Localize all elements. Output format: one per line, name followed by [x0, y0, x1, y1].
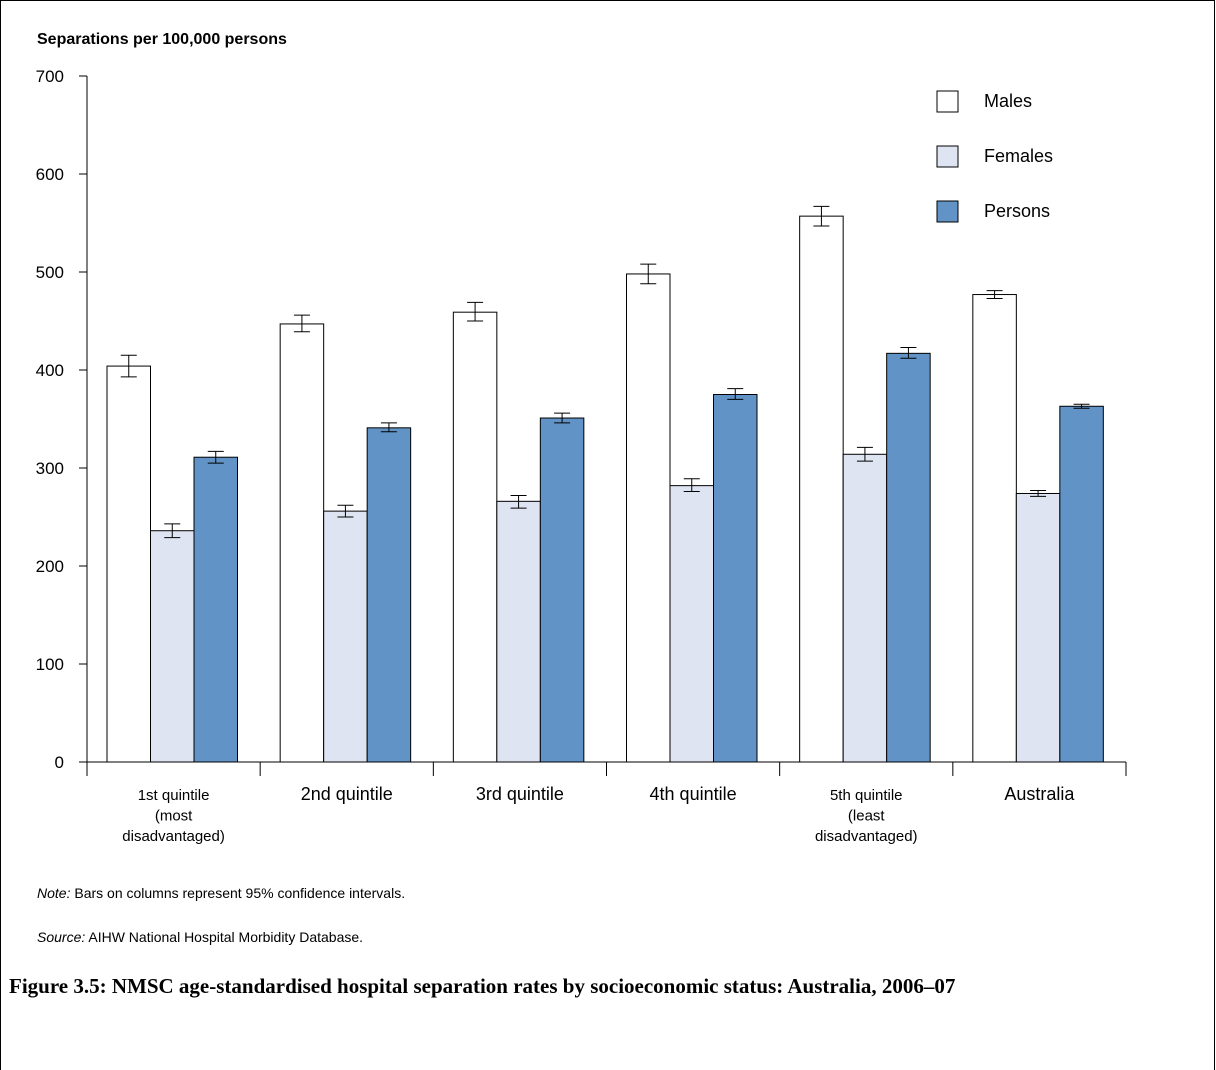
bar-persons: [886, 352, 931, 763]
chart-note: Note: Bars on columns represent 95% conf…: [37, 885, 405, 901]
bar-males: [452, 311, 498, 763]
bar-chart: Separations per 100,000 persons 0 100 200 3…: [36, 31, 1127, 845]
x-tick-label: 1st quintile (most disadvantaged): [122, 787, 225, 845]
y-axis-label: Separations per 100,000 persons: [37, 31, 287, 48]
bar-females: [1015, 492, 1061, 763]
bar-males: [799, 215, 844, 763]
bar-males: [279, 323, 325, 763]
bar-females: [496, 500, 541, 763]
legend-label-persons: Persons: [984, 201, 1050, 221]
x-tick-label: 2nd quintile: [301, 784, 393, 804]
bar-persons: [1059, 405, 1104, 763]
bar-males: [626, 273, 671, 763]
bar-females: [669, 485, 714, 763]
legend: Males Females Persons: [936, 90, 1053, 223]
legend-swatch-persons: [936, 200, 959, 223]
x-tick-labels: 1st quintile (most disadvantaged) 2nd quint…: [122, 784, 1075, 845]
legend-label-females: Females: [984, 146, 1053, 166]
y-tick-label: 200: [36, 557, 64, 576]
x-tick-label: 3rd quintile: [476, 784, 564, 804]
x-tick-label: 5th quintile (least disadvantaged): [815, 787, 918, 845]
y-tick-label: 600: [36, 165, 64, 184]
bar-females: [842, 453, 888, 763]
legend-swatch-females: [936, 145, 959, 168]
source-label: Source:: [37, 929, 86, 945]
bar-males: [106, 365, 151, 763]
y-tick-label: 500: [36, 263, 64, 282]
y-ticks: 0 100 200 300 400 500 600 700: [36, 67, 87, 772]
chart-source: Source: AIHW National Hospital Morbidity…: [37, 929, 363, 945]
y-tick-label: 0: [55, 753, 64, 772]
bar-females: [323, 510, 368, 763]
x-tick-label: 4th quintile: [650, 784, 737, 804]
y-tick-label: 300: [36, 459, 64, 478]
x-tick-label: Australia: [1004, 784, 1075, 804]
bar-females: [150, 530, 195, 763]
error-bars: [120, 205, 1090, 539]
bar-males: [972, 294, 1017, 763]
legend-swatch-males: [936, 90, 959, 113]
bar-persons: [713, 394, 758, 763]
note-text: Bars on columns represent 95% confidence…: [70, 885, 406, 901]
axes: [86, 76, 1127, 776]
bar-persons: [193, 456, 238, 763]
bars: [106, 215, 1104, 763]
y-tick-label: 100: [36, 655, 64, 674]
legend-label-males: Males: [984, 91, 1032, 111]
bar-persons: [539, 417, 585, 763]
y-tick-label: 700: [36, 67, 64, 86]
y-tick-label: 400: [36, 361, 64, 380]
figure-caption: Figure 3.5: NMSC age-standardised hospit…: [9, 974, 956, 998]
note-label: Note:: [37, 885, 71, 901]
bar-persons: [366, 427, 412, 763]
source-text: AIHW National Hospital Morbidity Databas…: [85, 929, 364, 945]
